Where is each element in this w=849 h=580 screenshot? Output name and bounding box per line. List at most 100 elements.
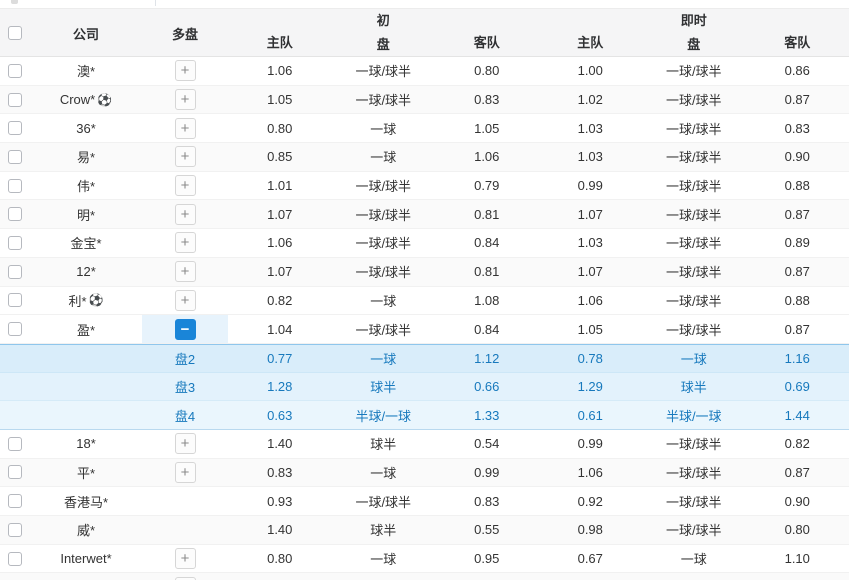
row-checkbox[interactable]: [8, 92, 22, 107]
row-checkbox[interactable]: [8, 494, 22, 509]
company-cell: 威*: [30, 516, 142, 544]
live-handicap: 球半: [680, 379, 707, 395]
init-handicap: 球半: [370, 437, 397, 453]
row-checkbox[interactable]: [8, 436, 22, 451]
live-handicap: 一球/球半: [665, 236, 722, 252]
live-handicap: 一球/球半: [665, 64, 722, 80]
live-home-odds: 1.07: [577, 264, 603, 280]
init-home-odds: 0.85: [267, 149, 293, 165]
expand-toggle-button[interactable]: +: [174, 261, 196, 283]
expand-toggle-button[interactable]: +: [174, 461, 196, 483]
company-cell: 易*: [30, 143, 142, 171]
init-handicap: 一球: [370, 465, 397, 481]
row-checkbox-cell: [0, 172, 30, 200]
live-handicap: 一球/球半: [665, 93, 722, 109]
row-checkbox[interactable]: [8, 63, 22, 78]
expand-toggle-button[interactable]: +: [174, 146, 196, 168]
live-away-odds: 0.88: [784, 292, 810, 308]
init-home-odds: 1.06: [267, 63, 293, 79]
company-cell: 香港马*: [30, 487, 142, 515]
live-home-odds: 0.92: [577, 493, 603, 509]
row-checkbox[interactable]: [8, 522, 22, 537]
row-checkbox[interactable]: [8, 322, 22, 337]
expand-toggle-button[interactable]: +: [174, 117, 196, 139]
init-away-odds: 1.08: [474, 292, 500, 308]
expand-toggle-button[interactable]: +: [174, 577, 196, 580]
live-home-odds: 0.61: [577, 407, 603, 423]
expand-toggle-button[interactable]: −: [174, 318, 196, 340]
init-handicap: 一球/球半: [355, 322, 412, 338]
table-row: 伟* + 1.01 一球/球半 0.79 0.99 一球/球半 0.88: [0, 171, 849, 201]
company-cell: [30, 573, 142, 579]
company-cell: 36*: [30, 114, 142, 142]
company-name: 12*: [76, 264, 96, 280]
live-home-odds: 1.03: [577, 149, 603, 165]
col-header-init-home: 主队: [266, 35, 293, 50]
init-away-odds: [435, 573, 539, 579]
expand-toggle-button[interactable]: +: [174, 203, 196, 225]
table-row: +: [0, 573, 849, 580]
row-checkbox-cell: [0, 545, 30, 573]
expand-toggle-button[interactable]: +: [174, 60, 196, 82]
col-header-multi: 多盘: [171, 26, 198, 42]
init-away-odds: 0.81: [474, 206, 500, 222]
live-home-odds: 0.78: [577, 350, 603, 366]
live-home-odds: 1.06: [577, 464, 603, 480]
init-handicap: 一球/球半: [355, 179, 412, 195]
multi-cell: +: [142, 143, 228, 171]
company-cell: Crow* ⚽: [30, 86, 142, 114]
company-cell: 18*: [30, 430, 142, 458]
row-checkbox[interactable]: [8, 465, 22, 480]
row-checkbox[interactable]: [8, 264, 22, 279]
expand-toggle-button[interactable]: +: [174, 232, 196, 254]
row-checkbox[interactable]: [8, 121, 22, 136]
init-home-odds: 0.93: [267, 493, 293, 509]
live-home-odds: 1.00: [577, 63, 603, 79]
live-away-odds: 0.90: [784, 149, 810, 165]
company-cell: 利* ⚽: [30, 287, 142, 315]
live-handicap: 一球/球半: [665, 207, 722, 223]
row-checkbox-cell: [0, 487, 30, 515]
init-handicap: 球半: [370, 523, 397, 539]
live-handicap: 一球: [680, 351, 707, 367]
sub-market-row: 盘4 0.63 半球/一球 1.33 0.61 半球/一球 1.44: [0, 401, 849, 430]
company-name: 澳*: [76, 64, 96, 80]
live-handicap: 一球/球半: [665, 437, 722, 453]
row-checkbox-cell: [0, 57, 30, 85]
expand-toggle-button[interactable]: +: [174, 89, 196, 111]
company-name: Crow*: [59, 92, 96, 108]
multi-cell: +: [142, 545, 228, 573]
live-away-odds: 1.44: [784, 407, 810, 423]
col-header-live-away: 客队: [784, 35, 811, 50]
sub-market-label: 盘2: [174, 351, 196, 367]
table-row: 利* ⚽ + 0.82 一球 1.08 1.06 一球/球半 0.88: [0, 286, 849, 316]
multi-cell: +: [142, 229, 228, 257]
company-cell: Interwet*: [30, 545, 142, 573]
row-checkbox[interactable]: [8, 551, 22, 566]
expand-toggle-button[interactable]: +: [174, 433, 196, 455]
row-checkbox[interactable]: [8, 149, 22, 164]
expand-toggle-button[interactable]: +: [174, 548, 196, 570]
col-header-company: 公司: [72, 26, 99, 42]
expand-toggle-button[interactable]: +: [174, 175, 196, 197]
live-away-odds: 0.80: [784, 522, 810, 538]
sub-market-label: 盘3: [174, 379, 196, 395]
live-home-odds: 1.29: [577, 378, 603, 394]
init-handicap: [332, 573, 436, 579]
row-checkbox[interactable]: [8, 207, 22, 222]
row-checkbox[interactable]: [8, 178, 22, 193]
live-handicap: [642, 573, 746, 579]
live-home-odds: 0.98: [577, 522, 603, 538]
select-all-checkbox[interactable]: [8, 26, 22, 40]
expand-toggle-button[interactable]: +: [174, 289, 196, 311]
company-cell: 平*: [30, 459, 142, 487]
live-away-odds: 0.90: [784, 493, 810, 509]
row-checkbox[interactable]: [8, 293, 22, 308]
multi-cell: +: [142, 114, 228, 142]
row-checkbox-cell: [0, 573, 30, 579]
row-checkbox[interactable]: [8, 235, 22, 250]
row-checkbox-cell: [0, 430, 30, 458]
table-row: 36* + 0.80 一球 1.05 1.03 一球/球半 0.83: [0, 114, 849, 144]
live-away-odds: 0.88: [784, 178, 810, 194]
live-away-odds: 0.87: [784, 92, 810, 108]
